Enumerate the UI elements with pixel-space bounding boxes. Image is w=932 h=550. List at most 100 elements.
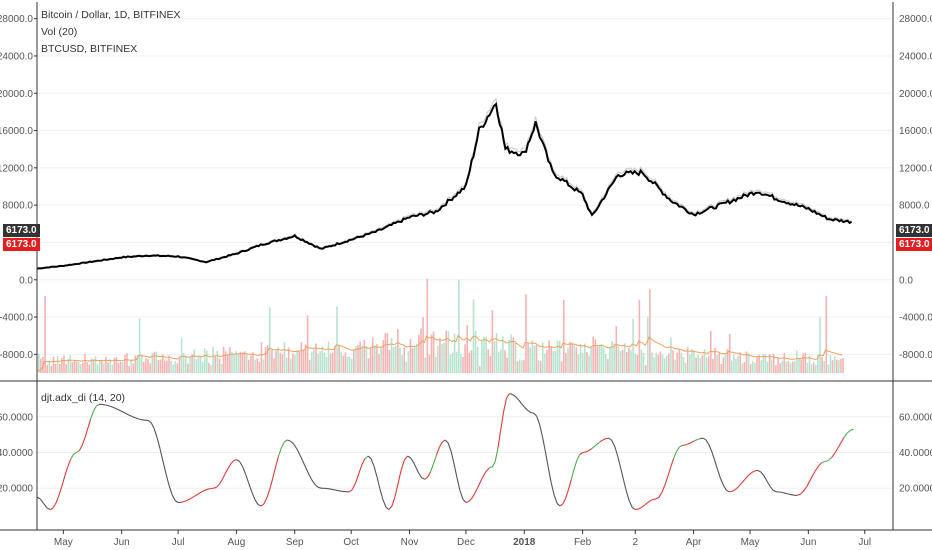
volume-bar	[716, 355, 718, 373]
volume-bar	[390, 338, 393, 373]
indicator-segment	[241, 466, 247, 475]
indicator-segment	[317, 486, 322, 489]
volume-bar	[613, 343, 615, 373]
volume-bar	[518, 359, 521, 373]
indicator-segment	[593, 443, 598, 448]
indicator-segment	[553, 495, 558, 504]
indicator-segment	[588, 448, 592, 452]
volume-bar	[147, 359, 149, 373]
volume-bar	[550, 346, 552, 373]
volume-bar	[273, 358, 275, 373]
volume-bar	[831, 360, 834, 373]
volume-bar	[695, 357, 697, 373]
indicator-segment	[168, 485, 173, 495]
indicator-segment	[524, 406, 528, 411]
volume-bar	[573, 344, 576, 373]
indicator-segment	[351, 482, 357, 490]
volume-bar	[237, 354, 240, 373]
indicator-segment	[719, 478, 725, 486]
volume-bar	[733, 354, 735, 373]
volume-bar	[661, 354, 664, 373]
indicator-segment	[846, 429, 851, 434]
volume-bar	[449, 355, 452, 373]
volume-bar	[458, 280, 460, 373]
indicator-segment	[465, 500, 470, 504]
indicator-segment	[447, 442, 452, 452]
volume-bar	[762, 353, 765, 373]
volume-bar	[109, 359, 111, 373]
volume-bar	[269, 307, 271, 373]
indicator-segment	[129, 414, 133, 418]
volume-bar	[302, 351, 305, 373]
chart-title: Bitcoin / Dollar, 1D, BITFINEX	[41, 9, 181, 21]
volume-bar	[46, 364, 48, 373]
indicator-segment	[81, 437, 86, 446]
indicator-segment	[96, 403, 100, 407]
time-tick-label: Jun	[114, 537, 130, 548]
indicator-segment	[404, 455, 409, 461]
indicator-segment	[153, 428, 158, 438]
volume-bar	[355, 346, 357, 373]
volume-bar	[611, 341, 613, 373]
indicator-segment	[640, 505, 645, 509]
volume-bar	[239, 351, 242, 373]
volume-bar	[323, 352, 326, 373]
volume-bar	[71, 362, 74, 373]
volume-bar	[437, 346, 439, 373]
volume-bar	[628, 347, 630, 373]
volume-bar	[319, 351, 321, 373]
volume-bar	[680, 352, 683, 373]
volume-bar	[180, 338, 183, 373]
volume-bar	[241, 352, 244, 373]
volume-bar	[686, 347, 689, 373]
indicator-segment	[596, 441, 601, 445]
indicator-segment	[327, 488, 331, 490]
volume-bar	[340, 351, 342, 373]
volume-bar	[800, 359, 802, 373]
indicator-segment	[339, 490, 344, 492]
indicator-segment	[162, 461, 167, 475]
indicator-segment	[370, 458, 375, 467]
volume-bar	[281, 354, 284, 373]
volume-bar	[493, 341, 496, 373]
volume-bar	[115, 357, 118, 373]
indicator-segment	[667, 467, 672, 477]
volume-bar	[640, 349, 643, 373]
volume-bar	[338, 345, 340, 373]
indicator-segment	[189, 496, 194, 500]
price-tick-label-right: 28000.0	[899, 14, 932, 25]
volume-bar	[334, 345, 336, 373]
volume-bar	[56, 356, 59, 373]
time-tick-label: May	[741, 537, 760, 548]
volume-bar	[521, 360, 523, 373]
time-tick-label: Jul	[858, 537, 871, 548]
volume-bar	[290, 358, 292, 373]
volume-bar	[743, 362, 746, 373]
volume-bar	[86, 362, 88, 373]
indicator-segment	[272, 467, 277, 479]
volume-bar	[439, 338, 441, 373]
volume-bar	[105, 356, 107, 373]
volume-bar	[529, 347, 531, 373]
volume-bar	[174, 361, 177, 373]
indicator-segment	[174, 500, 179, 503]
volume-bar	[804, 353, 807, 373]
indicator-segment	[530, 411, 534, 414]
volume-bar	[380, 346, 382, 373]
volume-bar	[619, 351, 622, 373]
indicator-segment	[64, 466, 69, 477]
volume-bar	[418, 334, 420, 373]
volume-bar	[195, 359, 198, 373]
volume-bar	[52, 356, 55, 373]
volume-bar	[428, 354, 431, 373]
volume-bar	[395, 345, 397, 373]
volume-bar	[754, 362, 756, 373]
volume-bar	[544, 353, 546, 373]
volume-bar	[376, 344, 378, 373]
volume-bar	[149, 363, 151, 373]
indicator-segment	[418, 473, 423, 479]
volume-bar	[737, 355, 739, 373]
indicator-segment	[480, 475, 484, 482]
indicator-segment	[514, 396, 519, 400]
volume-bar	[392, 347, 395, 373]
